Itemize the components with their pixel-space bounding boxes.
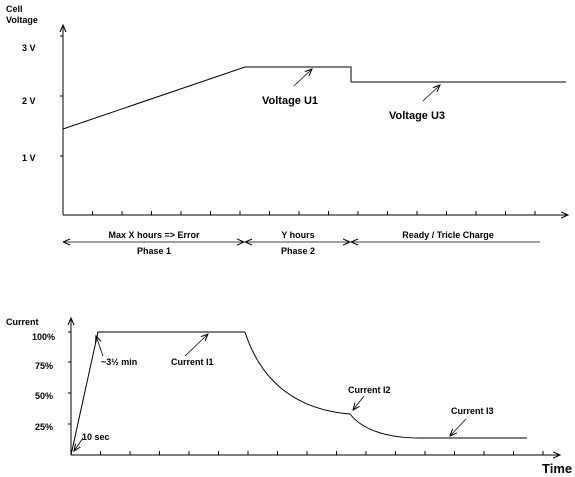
voltage-u3-pointer	[422, 85, 440, 102]
current-i2-label: Current I2	[348, 385, 391, 395]
ramp-pointer	[96, 336, 104, 357]
voltage-u1-label: Voltage U1	[262, 95, 318, 107]
current-ytick-100: 100%	[32, 332, 55, 342]
voltage-ylabel-line2: Voltage	[6, 15, 38, 25]
voltage-u1-curve	[62, 66, 352, 130]
current-ylabel: Current	[6, 317, 39, 327]
voltage-ylabel-line1: Cell	[6, 4, 23, 14]
current-ytick-75: 75%	[35, 361, 53, 371]
voltage-x-ticks	[92, 211, 536, 215]
current-x-ticks	[100, 451, 544, 455]
current-chart: Current 100% 75% 50% 25% ~3½ min Current…	[6, 317, 572, 476]
current-i1-label: Current I1	[171, 357, 214, 367]
phase1-label: Phase 1	[137, 246, 171, 256]
phase1-duration-label: Max X hours => Error	[108, 230, 200, 240]
phase2-label: Phase 2	[281, 246, 315, 256]
current-i1-curve	[70, 331, 245, 456]
voltage-ytick-2v: 2 V	[22, 96, 36, 106]
current-i1-pointer	[184, 334, 208, 357]
current-ytick-50: 50%	[35, 391, 53, 401]
current-xlabel: Time	[542, 461, 572, 476]
ramp-label: ~3½ min	[101, 357, 137, 367]
current-i2-curve	[244, 331, 351, 415]
voltage-u3-label: Voltage U3	[389, 110, 445, 122]
current-i3-pointer	[450, 418, 467, 436]
current-ytick-25: 25%	[35, 422, 53, 432]
phase-bar: Max X hours => Error Phase 1 Y hours Pha…	[64, 230, 540, 256]
current-i3-label: Current I3	[451, 406, 494, 416]
voltage-u1-pointer	[293, 69, 312, 87]
start-label: 10 sec	[82, 432, 110, 442]
current-i2-pointer	[353, 395, 365, 410]
phase3-label: Ready / Tricle Charge	[402, 230, 494, 240]
voltage-chart: Cell Voltage 3 V 2 V 1 V Voltage U1 Volt…	[6, 4, 568, 215]
phase2-duration-label: Y hours	[281, 230, 314, 240]
voltage-ytick-3v: 3 V	[22, 43, 36, 53]
voltage-ytick-1v: 1 V	[22, 153, 36, 163]
start-pointer	[74, 437, 84, 451]
current-i3-curve	[349, 413, 527, 439]
